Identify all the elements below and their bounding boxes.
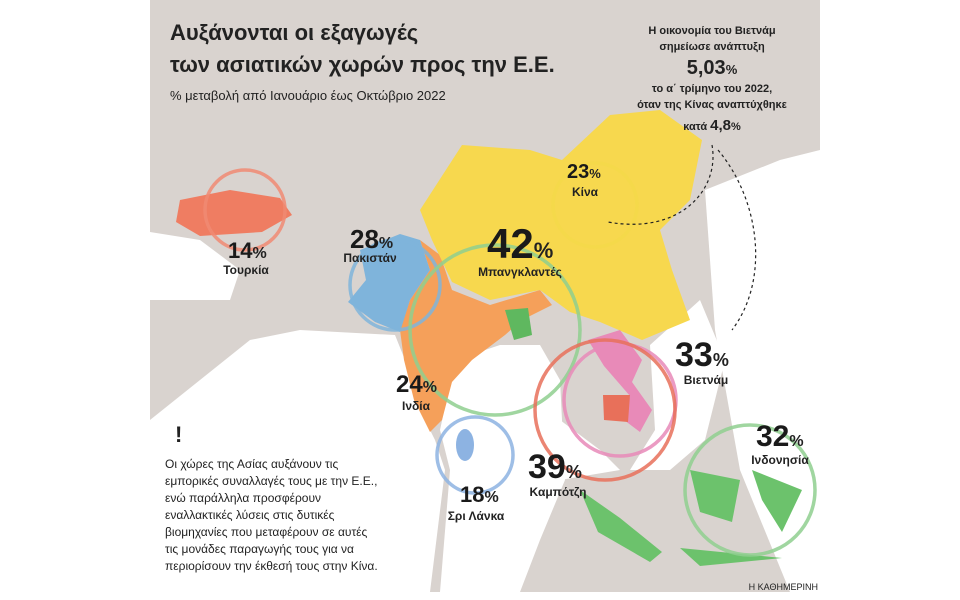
callout-text: Η οικονομία του Βιετνάμ — [648, 25, 775, 37]
callout-text: όταν της Κίνας αναπτύχθηκε — [637, 99, 788, 111]
credit: Η ΚΑΘΗΜΕΡΙΝΗ — [749, 582, 818, 592]
callout-text: σημείωσε ανάπτυξη — [659, 41, 765, 53]
place-name: Κίνα — [572, 185, 599, 199]
callout-text: το α΄ τρίμηνο του 2022, — [652, 83, 772, 95]
place-name: Σρι Λάνκα — [448, 509, 505, 523]
place-name: Πακιστάν — [343, 251, 397, 265]
callout: Η οικονομία του Βιετνάμ σημείωσε ανάπτυξ… — [637, 25, 788, 134]
note-line: εναλλακτικές λύσεις στις δυτικές — [165, 508, 335, 522]
note: ! Οι χώρες της Ασίας αυξάνουν τις εμπορι… — [165, 422, 378, 573]
note-line: τις μονάδες παραγωγής τους για να — [165, 542, 354, 556]
place-name: Καμπότζη — [530, 485, 587, 499]
title: των ασιατικών χωρών προς την Ε.Ε. — [170, 52, 555, 77]
place-name: Τουρκία — [223, 263, 269, 277]
note-icon: ! — [175, 422, 182, 447]
value-label: 42% — [487, 220, 553, 267]
place-labels: 14% Τουρκία 28% Πακιστάν 24% Ινδία 42% Μ… — [223, 161, 809, 523]
value-label: 24% — [396, 371, 437, 398]
subtitle: % μεταβολή από Ιανουάριο έως Οκτώβριο 20… — [170, 88, 446, 103]
place-name: Ινδονησία — [751, 453, 809, 467]
title: Αυξάνονται οι εξαγωγές — [170, 20, 418, 45]
value-label: 32% — [756, 420, 804, 453]
note-line: Οι χώρες της Ασίας αυξάνουν τις — [165, 457, 338, 471]
note-line: περιορίσουν την έκθεσή τους στην Κίνα. — [165, 559, 378, 573]
place-name: Ινδία — [402, 399, 431, 413]
header: Αυξάνονται οι εξαγωγές των ασιατικών χωρ… — [170, 20, 555, 103]
value-label: 33% — [675, 336, 729, 374]
callout-arrows — [607, 144, 757, 331]
value-label: 23% — [567, 161, 601, 183]
note-line: εμπορικές συναλλαγές τους με την Ε.Ε., — [165, 474, 377, 488]
place-name: Μπανγκλαντές — [478, 265, 562, 279]
value-label: 39% — [528, 448, 582, 486]
highlight-rings — [203, 161, 817, 557]
value-label: 28% — [350, 224, 393, 254]
note-line: ενώ παράλληλα προσφέρουν — [165, 491, 321, 505]
callout-text: κατά 4,8% — [683, 117, 741, 134]
note-line: βιομηχανίες που μεταφέρουν σε αυτές — [165, 525, 368, 539]
callout-value: 5,03% — [687, 57, 738, 79]
value-label: 18% — [460, 482, 499, 507]
countries — [176, 110, 802, 566]
place-name: Βιετνάμ — [684, 373, 728, 387]
value-label: 14% — [228, 238, 267, 263]
